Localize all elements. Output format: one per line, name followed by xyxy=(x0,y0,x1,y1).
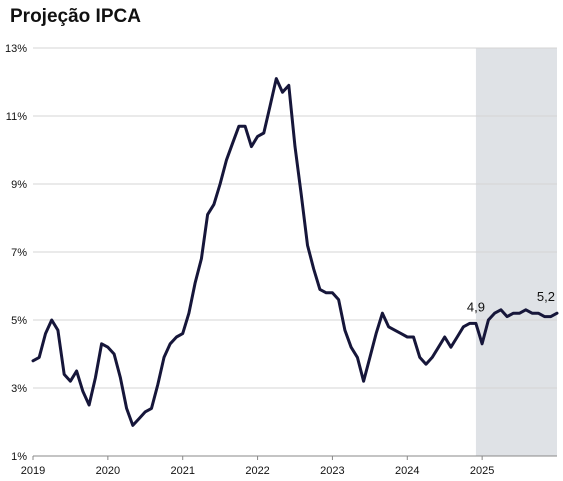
y-tick-label: 1% xyxy=(11,451,27,463)
gridlines xyxy=(33,47,557,389)
x-tick-label: 2022 xyxy=(245,465,269,477)
y-tick-label: 7% xyxy=(11,247,27,259)
y-tick-label: 9% xyxy=(11,179,27,191)
x-tick-label: 2024 xyxy=(395,465,419,477)
x-tick-label: 2023 xyxy=(320,465,344,477)
y-tick-label: 11% xyxy=(6,111,27,123)
annotations: 4,9 5,2 xyxy=(467,289,555,314)
data-label: 5,2 xyxy=(537,289,555,304)
x-tick-label: 2025 xyxy=(470,465,494,477)
x-tick-labels: 2019 2020 2021 2022 2023 2024 2025 xyxy=(21,456,494,477)
y-tick-labels: 1% 3% 5% 7% 9% 11% 13% xyxy=(5,43,27,463)
x-tick-label: 2019 xyxy=(21,465,45,477)
y-tick-label: 3% xyxy=(11,383,27,395)
y-tick-label: 5% xyxy=(11,315,27,327)
x-tick-label: 2021 xyxy=(170,465,194,477)
series-group xyxy=(31,77,559,427)
y-tick-label: 13% xyxy=(5,43,27,55)
series-line xyxy=(31,77,559,427)
x-tick-label: 2020 xyxy=(96,465,120,477)
chart-title: Projeção IPCA xyxy=(10,6,141,27)
data-label: 4,9 xyxy=(467,299,485,314)
